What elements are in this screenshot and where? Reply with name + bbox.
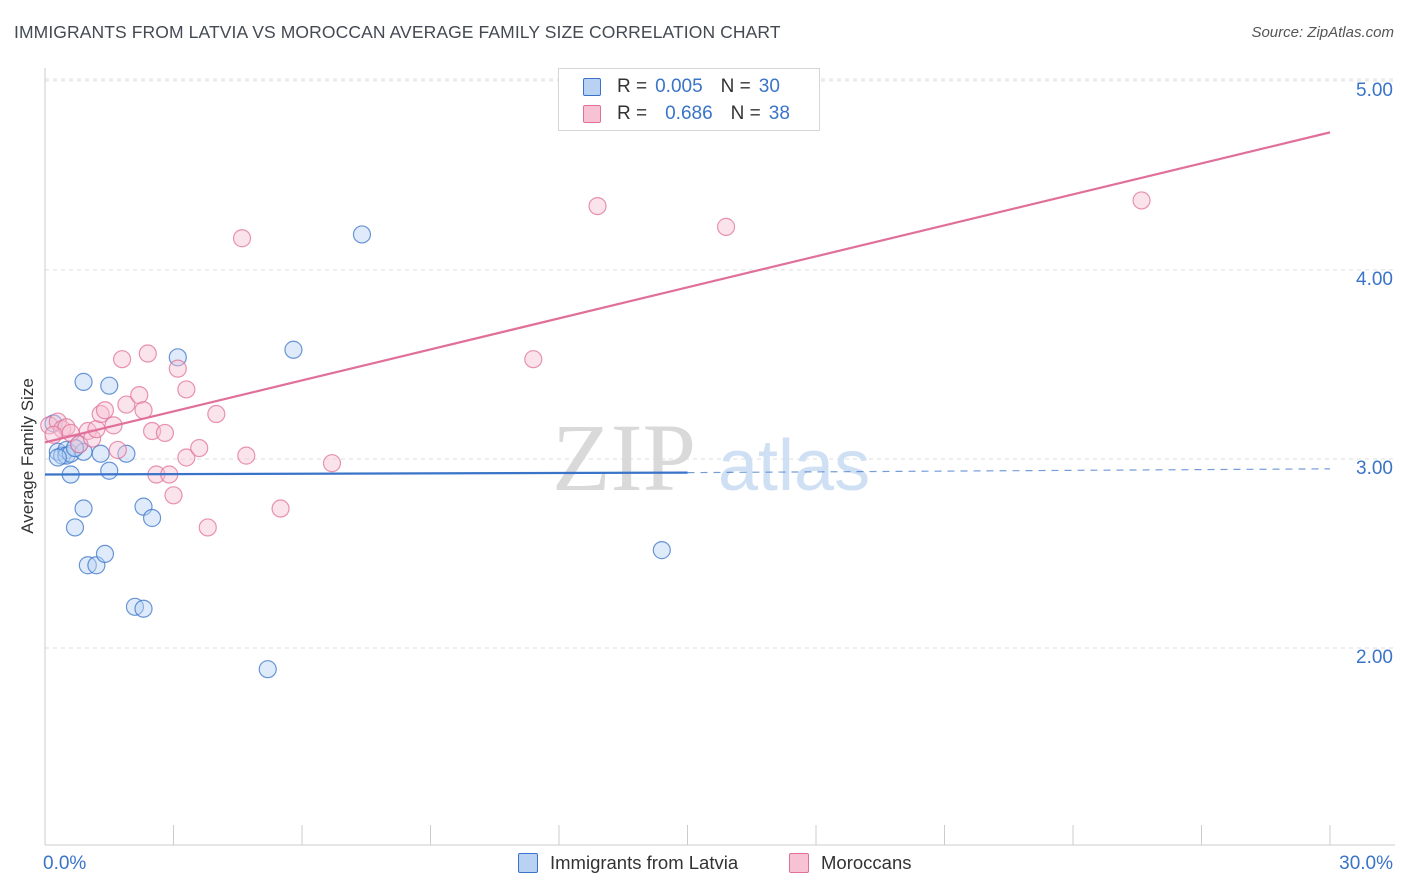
- moroccans-point: [177, 448, 196, 467]
- moroccans-point: [168, 359, 187, 378]
- latvia-point: [134, 599, 153, 618]
- n-value: 30: [758, 76, 780, 97]
- latvia-point: [117, 444, 136, 463]
- moroccans-point: [271, 499, 290, 518]
- r-label: R =: [617, 76, 648, 97]
- moroccans-point: [112, 350, 132, 369]
- x-tick-label-max: 30.0%: [1339, 853, 1393, 874]
- latvia-point: [74, 372, 93, 391]
- moroccans-point: [716, 217, 736, 236]
- moroccans-point: [155, 423, 175, 443]
- r-value: 0.005: [655, 76, 703, 97]
- moroccans-point: [95, 401, 115, 420]
- moroccans-legend-swatch: [789, 853, 809, 873]
- watermark-atlas: atlas: [718, 426, 870, 506]
- legend-label-latvia: Immigrants from Latvia: [550, 852, 739, 873]
- moroccans-point: [117, 395, 136, 414]
- latvia-point: [352, 225, 372, 244]
- moroccans-point: [198, 518, 217, 537]
- legend-item-latvia[interactable]: Immigrants from Latvia: [518, 852, 738, 874]
- moroccans-point: [108, 440, 127, 460]
- legend-item-moroccans[interactable]: Moroccans: [789, 852, 911, 874]
- series-legend: Immigrants from Latvia Moroccans: [0, 852, 1406, 876]
- latvia-point: [95, 544, 115, 564]
- moroccans-point: [177, 380, 196, 399]
- n-label: N =: [720, 76, 751, 97]
- moroccans-point: [524, 350, 543, 369]
- latvia-point: [258, 660, 277, 679]
- points-layer: [40, 191, 1151, 679]
- latvia-point: [65, 518, 85, 537]
- y-tick-label: 3.00: [1356, 458, 1393, 479]
- n-value: 38: [768, 103, 790, 124]
- latvia-point: [48, 448, 67, 467]
- latvia-point: [284, 340, 303, 359]
- latvia-trend-extension: [687, 468, 1331, 474]
- moroccans-point: [130, 386, 149, 405]
- latvia-trend-line: [44, 471, 688, 476]
- moroccans-trend-line: [44, 131, 1331, 444]
- stats-legend-row-latvia: R = 0.005 N = 30: [583, 76, 780, 98]
- moroccans-point: [588, 196, 607, 216]
- moroccans-point: [207, 404, 226, 424]
- latvia-swatch: [583, 78, 601, 96]
- moroccans-swatch: [583, 105, 601, 123]
- latvia-point: [100, 461, 119, 480]
- grid-layer: [45, 78, 1395, 649]
- chart-title: IMMIGRANTS FROM LATVIA VS MOROCCAN AVERA…: [14, 22, 781, 42]
- moroccans-point: [190, 438, 209, 458]
- moroccans-point: [164, 486, 183, 505]
- latvia-legend-swatch: [518, 853, 538, 873]
- latvia-point: [100, 376, 119, 395]
- r-label: R =: [617, 103, 648, 124]
- latvia-point: [652, 541, 671, 560]
- stats-legend-row-moroccans: R = 0.686 N = 38: [583, 103, 790, 125]
- source-label: Source: ZipAtlas.com: [1251, 24, 1394, 41]
- latvia-point: [142, 508, 162, 528]
- moroccans-point: [1132, 191, 1151, 210]
- y-axis-label: Average Family Size: [18, 378, 37, 534]
- moroccans-point: [232, 229, 252, 248]
- tick-labels: 2.00 3.00 4.00 5.00 0.0% 30.0%: [43, 80, 1393, 874]
- latvia-point: [91, 444, 110, 463]
- moroccans-point: [322, 454, 342, 473]
- x-tick-label-min: 0.0%: [43, 853, 86, 874]
- n-label: N =: [730, 103, 761, 124]
- axis-layer: [44, 68, 1395, 846]
- watermark: ZIP atlas: [552, 404, 870, 511]
- moroccans-point: [237, 446, 256, 465]
- stats-legend: R = 0.005 N = 30 R = 0.686 N = 38: [558, 68, 820, 131]
- trend-layer: [44, 131, 1331, 476]
- y-tick-label: 5.00: [1356, 80, 1393, 101]
- y-tick-label: 2.00: [1356, 647, 1393, 668]
- r-value: 0.686: [665, 103, 713, 124]
- watermark-zip: ZIP: [552, 404, 696, 511]
- moroccans-point: [138, 344, 157, 363]
- legend-label-moroccans: Moroccans: [821, 852, 912, 873]
- y-tick-label: 4.00: [1356, 269, 1393, 290]
- latvia-point: [74, 499, 93, 518]
